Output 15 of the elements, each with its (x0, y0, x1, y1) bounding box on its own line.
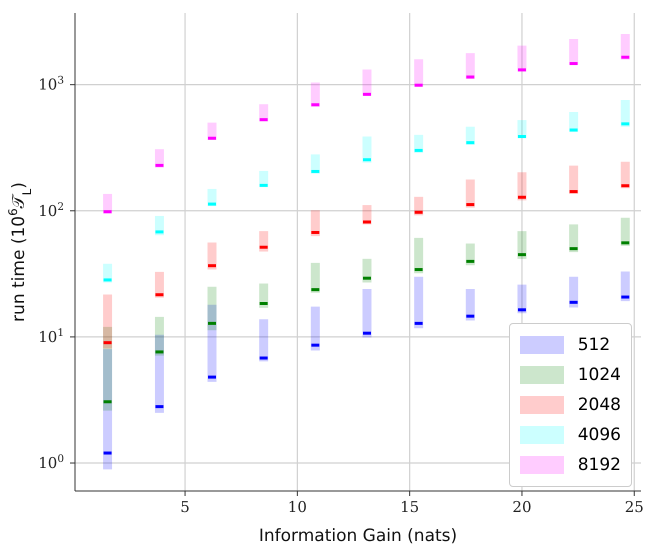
y-tick-label: 10$^{3}$ (38, 74, 64, 94)
x-axis-title: Information Gain (nats) (258, 526, 458, 546)
legend-label: 1024 (578, 365, 621, 385)
legend-label: 8192 (578, 455, 621, 475)
y-tick-label: 10$^{2}$ (38, 200, 64, 220)
legend-label: 512 (578, 335, 610, 355)
x-tick-label: 10 (288, 498, 307, 516)
y-tick-label: 10$^{0}$ (38, 453, 64, 472)
x-tick-label: 15 (400, 498, 420, 516)
x-tick-label: 20 (512, 498, 532, 516)
legend-label: 2048 (578, 395, 621, 415)
x-tick-label: 5 (180, 498, 190, 516)
legend-label: 4096 (578, 425, 621, 445)
x-tick-label: 25 (624, 498, 644, 516)
y-tick-label: 10$^{1}$ (38, 326, 64, 346)
